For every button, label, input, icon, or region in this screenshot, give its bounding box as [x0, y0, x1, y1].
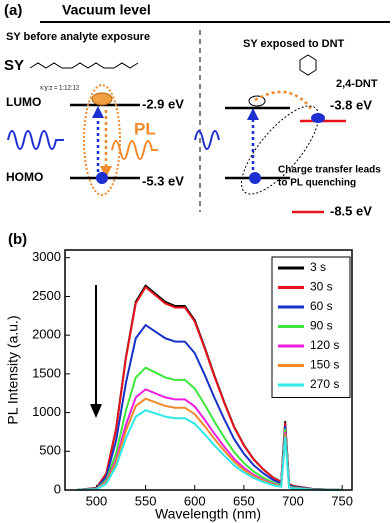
x-tick-label: 600: [184, 493, 206, 508]
y-tick-label: 0: [54, 481, 61, 496]
molecule: [29, 62, 139, 69]
ellipse: [240, 105, 320, 195]
y-tick-label: 1500: [32, 365, 61, 380]
y-tick-label: 500: [39, 443, 61, 458]
electron: [311, 113, 325, 123]
arrow-head: [247, 108, 259, 120]
wave: [194, 130, 220, 150]
y-tick-label: 3000: [32, 249, 61, 264]
panel-label: (b): [8, 231, 27, 248]
plot-frame: [64, 249, 353, 491]
electron: [91, 92, 113, 106]
dnt-homo: -8.5 eV: [330, 203, 372, 218]
trend-arrow-head: [90, 404, 102, 418]
wave: [111, 140, 158, 160]
y-tick-label: 2500: [32, 288, 61, 303]
arrow-head: [100, 166, 112, 178]
sy-label: SY: [4, 57, 24, 74]
note: Charge transfer leads: [278, 165, 381, 176]
x-tick-label: 750: [331, 493, 353, 508]
legend-label: 3 s: [310, 260, 326, 274]
ratio: x:y:z = 1:12:12: [40, 86, 80, 92]
legend-label: 150 s: [310, 358, 339, 372]
y-tick-label: 1000: [32, 404, 61, 419]
arrow: [254, 90, 314, 111]
lumo-energy: -2.9 eV: [142, 96, 184, 111]
vacuum-label: Vacuum level: [62, 2, 151, 18]
y-axis-title: PL Intensity (a.u.): [5, 315, 21, 424]
homo-label: HOMO: [6, 170, 43, 184]
x-tick-label: 500: [86, 493, 108, 508]
note: to PL quenching: [278, 178, 356, 189]
pl-label: PL: [134, 119, 156, 138]
right-title: SY exposed to DNT: [243, 38, 345, 50]
x-tick-label: 550: [135, 493, 157, 508]
ellipse: [83, 84, 121, 196]
dnt-lumo: -3.8 eV: [330, 97, 372, 112]
legend-label: 90 s: [310, 319, 333, 333]
analyte: 2,4-DNT: [336, 78, 378, 90]
electron: [248, 95, 266, 107]
y-tick-label: 2000: [32, 327, 61, 342]
left-title: SY before analyte exposure: [6, 31, 150, 43]
homo-energy: -5.3 eV: [142, 173, 184, 188]
series-line: [76, 409, 343, 491]
x-tick-label: 700: [282, 493, 304, 508]
wave: [7, 130, 64, 150]
panel-label: (a): [4, 2, 22, 19]
legend-label: 120 s: [310, 338, 339, 352]
hole: [249, 172, 261, 184]
legend-label: 60 s: [310, 299, 333, 313]
lumo-label: LUMO: [6, 95, 41, 109]
x-tick-label: 650: [233, 493, 255, 508]
dnt-structure: [299, 54, 317, 76]
legend-label: 270 s: [310, 377, 339, 391]
hole: [96, 172, 108, 184]
x-axis-title: Wavelength (nm): [155, 506, 261, 522]
arrow-head: [92, 106, 104, 118]
legend-label: 30 s: [310, 280, 333, 294]
